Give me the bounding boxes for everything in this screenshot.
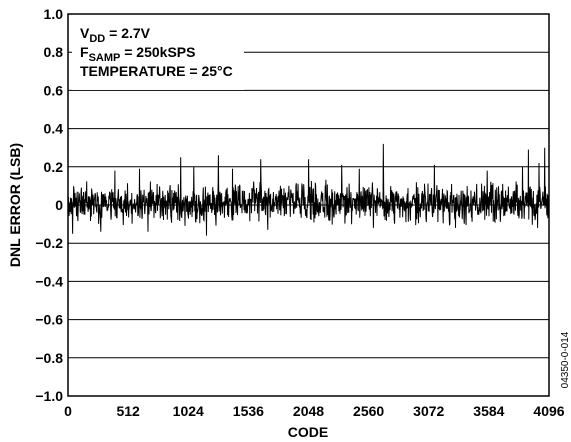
y-tick-label: 0 bbox=[55, 197, 63, 213]
temperature-annotation: TEMPERATURE = 25°C bbox=[80, 63, 233, 79]
y-tick-label: −0.8 bbox=[35, 350, 63, 366]
dnl-trace bbox=[67, 143, 550, 236]
dnl-series bbox=[67, 143, 550, 236]
conditions-annotation: VDD = 2.7V FSAMP = 250kSPS TEMPERATURE =… bbox=[72, 18, 244, 90]
y-axis-title: DNL ERROR (LSB) bbox=[7, 143, 23, 267]
y-tick-label: −0.4 bbox=[35, 273, 63, 289]
x-tick-label: 3072 bbox=[413, 403, 444, 419]
y-tick-label: −0.6 bbox=[35, 312, 63, 328]
y-tick-label: 1.0 bbox=[44, 6, 64, 22]
y-tick-label: −0.2 bbox=[35, 235, 63, 251]
fsamp-annotation: FSAMP = 250kSPS bbox=[80, 44, 195, 64]
plot-frame bbox=[67, 13, 550, 397]
x-tick-labels: 0 512 1024 1536 2048 2560 3072 3584 4096 bbox=[64, 403, 565, 419]
x-tick-label: 4096 bbox=[533, 403, 564, 419]
y-tick-label: 0.4 bbox=[44, 121, 64, 137]
y-tick-label: −1.0 bbox=[35, 388, 63, 404]
x-tick-label: 3584 bbox=[473, 403, 504, 419]
x-axis-title: CODE bbox=[288, 424, 328, 440]
x-tick-label: 0 bbox=[64, 403, 72, 419]
x-tick-label: 512 bbox=[116, 403, 140, 419]
x-tick-label: 1536 bbox=[233, 403, 264, 419]
y-tick-label: 0.2 bbox=[44, 159, 64, 175]
y-tick-label: 0.6 bbox=[44, 82, 64, 98]
x-tick-label: 2560 bbox=[353, 403, 384, 419]
x-tick-label: 1024 bbox=[173, 403, 204, 419]
y-tick-labels: 1.0 0.8 0.6 0.4 0.2 0 −0.2 −0.4 −0.6 −0.8 −1.0 bbox=[35, 6, 63, 404]
x-tick-label: 2048 bbox=[293, 403, 324, 419]
vdd-annotation: VDD = 2.7V bbox=[80, 25, 151, 45]
y-tick-label: 0.8 bbox=[44, 44, 64, 60]
figure-id: 04350-0-014 bbox=[560, 331, 571, 388]
